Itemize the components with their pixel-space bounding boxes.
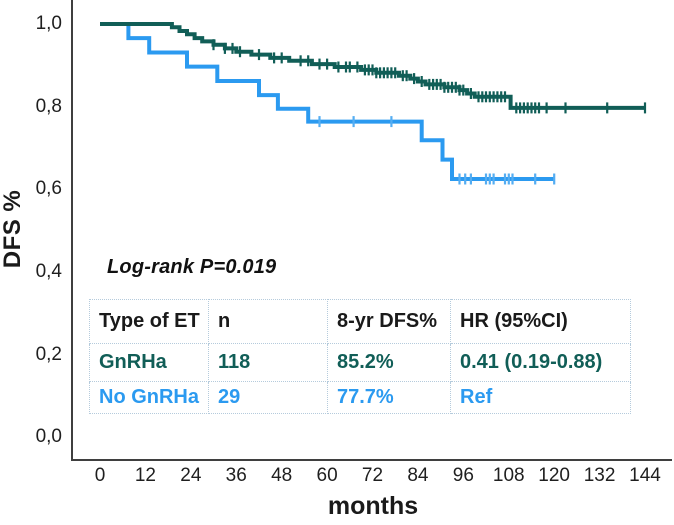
results-table-header-row: Type of ET n 8-yr DFS% HR (95%CI) <box>89 299 631 344</box>
results-table: Type of ET n 8-yr DFS% HR (95%CI) GnRHa … <box>89 299 631 414</box>
y-tick-label: 0,2 <box>35 343 62 365</box>
cell-no-gnrha-hr: Ref <box>450 381 631 414</box>
y-tick-label: 0,6 <box>35 178 62 200</box>
header-type-of-et: Type of ET <box>89 299 209 344</box>
x-tick-label: 24 <box>180 465 202 486</box>
cell-no-gnrha-dfs: 77.7% <box>327 381 451 414</box>
curve-no-gnrha <box>100 22 555 181</box>
header-n: n <box>208 299 328 344</box>
y-tick-label: 1,0 <box>35 13 62 34</box>
axes <box>71 0 672 461</box>
x-tick-label: 108 <box>492 465 525 486</box>
curve-gnrha <box>100 22 645 110</box>
y-tick-label: 0,8 <box>35 95 62 117</box>
x-tick-label: 60 <box>316 465 338 486</box>
x-tick-label: 12 <box>134 465 156 486</box>
cell-no-gnrha-n: 29 <box>208 381 328 414</box>
header-8yr-dfs: 8-yr DFS% <box>327 299 451 344</box>
row-no-gnrha: No GnRHa 29 77.7% Ref <box>89 381 631 414</box>
survival-curves <box>100 22 645 181</box>
x-tick-label: 132 <box>583 465 616 486</box>
cell-no-gnrha-type: No GnRHa <box>89 381 209 414</box>
cell-gnrha-type: GnRHa <box>89 343 209 382</box>
y-tick-label: 0,4 <box>35 261 62 283</box>
x-tick-label: 144 <box>629 465 661 486</box>
x-tick-label: 84 <box>407 465 429 486</box>
cell-gnrha-hr: 0.41 (0.19-0.88) <box>450 343 631 382</box>
x-tick-label: 36 <box>225 465 247 486</box>
x-tick-label: 48 <box>271 465 293 486</box>
cell-gnrha-dfs: 85.2% <box>327 343 451 382</box>
cell-gnrha-n: 118 <box>208 343 328 382</box>
x-axis-title: months <box>327 492 419 520</box>
x-tick-label: 72 <box>361 465 384 486</box>
censor-tick-marks <box>212 39 647 185</box>
header-hr-ci: HR (95%CI) <box>450 299 631 344</box>
x-tick-label: 0 <box>94 465 106 486</box>
y-tick-label: 0,0 <box>35 426 62 448</box>
row-gnrha: GnRHa 118 85.2% 0.41 (0.19-0.88) <box>89 343 631 382</box>
x-tick-label: 120 <box>538 465 570 486</box>
log-rank-annotation: Log-rank P=0.019 <box>107 256 277 278</box>
x-tick-label: 96 <box>452 465 474 486</box>
